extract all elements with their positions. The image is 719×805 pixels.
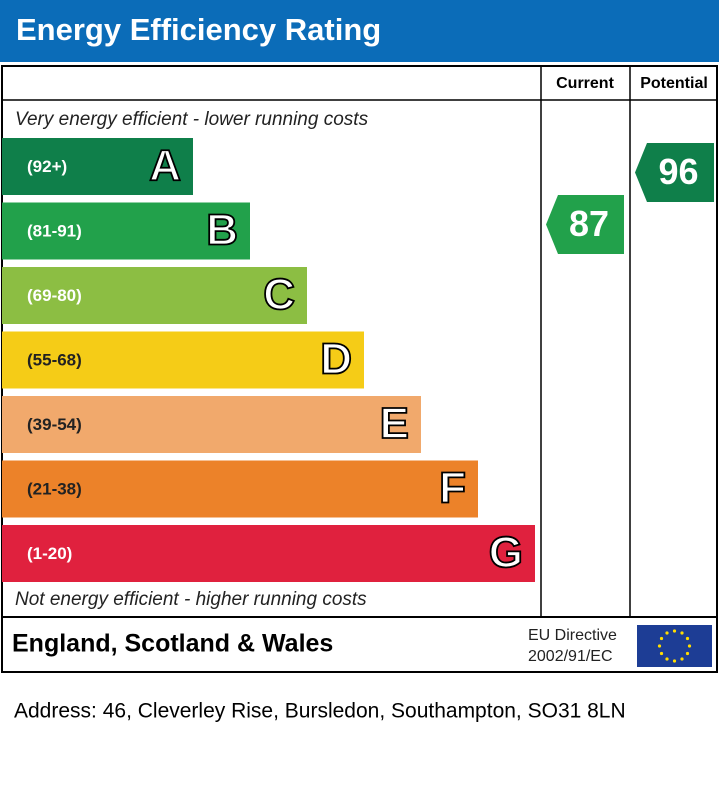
band-letter: E [380,399,409,448]
address: Address: 46, Cleverley Rise, Bursledon, … [14,700,626,723]
flag-star [665,631,669,635]
flag-star [659,636,664,641]
band-letter: C [263,270,295,319]
band-letter: B [206,206,238,255]
flag-star [680,631,684,635]
band-bar [2,267,307,324]
column-header: Potential [640,75,708,92]
rating-arrow [635,143,714,202]
band-range: (92+) [27,157,67,176]
band-range: (39-54) [27,415,82,434]
band-bar [2,202,250,260]
flag-star [685,651,690,656]
band-bar [2,525,535,582]
top-note: Very energy efficient - lower running co… [15,109,369,130]
flag-star [687,644,692,648]
rating-value: 87 [569,203,609,244]
header-title: Energy Efficiency Rating [16,12,381,47]
footer-region: England, Scotland & Wales [12,630,333,658]
flag-star [680,657,684,661]
band-bar [2,138,193,195]
header-bar [0,0,719,62]
band-range: (69-80) [27,286,82,305]
bottom-note: Not energy efficient - higher running co… [15,589,367,610]
rating-arrow [546,195,624,254]
flag-star [672,659,677,663]
band-letter: F [439,464,466,513]
band-range: (81-91) [27,221,82,240]
band-letter: D [320,335,352,384]
band-letter: G [489,528,523,577]
flag-star [659,651,664,656]
flag-star [657,644,662,648]
band-range: (21-38) [27,479,82,498]
flag-star [685,636,690,641]
column-header: Current [556,75,614,92]
band-range: (55-68) [27,350,82,369]
directive-text: EU Directive [528,627,617,644]
directive-text: 2002/91/EC [528,648,613,665]
flag-star [672,629,677,633]
band-range: (1-20) [27,544,72,563]
flag-star [665,657,669,661]
rating-value: 96 [658,151,698,192]
band-letter: A [149,141,181,190]
band-bar [2,331,364,389]
band-bar [2,396,421,453]
band-bar [2,460,478,518]
